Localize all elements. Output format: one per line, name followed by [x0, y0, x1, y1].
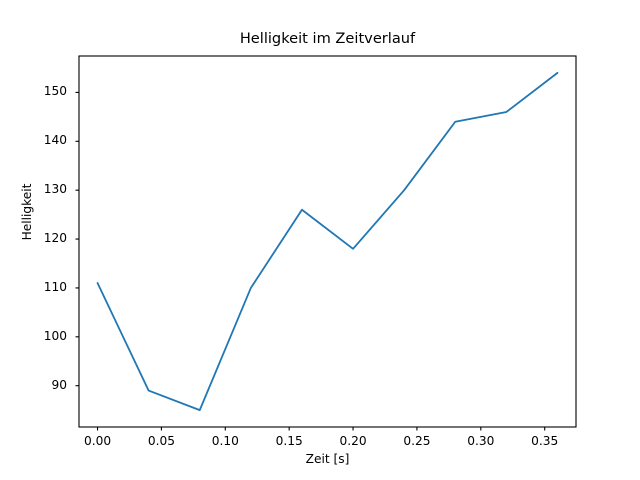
y-tick-label: 130	[43, 182, 67, 197]
x-tick-label: 0.10	[211, 434, 239, 448]
y-tick-label: 90	[51, 377, 67, 392]
x-tick-label: 0.15	[275, 434, 303, 448]
x-tick-label: 0.20	[339, 434, 367, 448]
y-tick-label: 150	[43, 84, 67, 99]
x-tick-label: 0.35	[531, 434, 559, 448]
axes-frame	[78, 55, 577, 428]
y-tick-label: 140	[43, 133, 67, 148]
x-axis-ticks	[96, 427, 546, 431]
y-tick-label: 110	[43, 279, 67, 294]
data-line-helligkeit	[96, 71, 559, 412]
chart-title: Helligkeit im Zeitverlauf	[239, 30, 416, 47]
x-tick-label: 0.25	[403, 434, 431, 448]
x-tick-label: 0.30	[467, 434, 495, 448]
x-axis-label: Zeit [s]	[305, 452, 350, 466]
y-axis-ticks	[75, 91, 79, 387]
x-tick-label: 0.00	[83, 434, 112, 448]
x-tick-label: 0.05	[147, 434, 175, 448]
data-series-group	[96, 71, 559, 412]
y-tick-label: 100	[43, 328, 67, 343]
y-tick-label: 120	[43, 231, 67, 246]
